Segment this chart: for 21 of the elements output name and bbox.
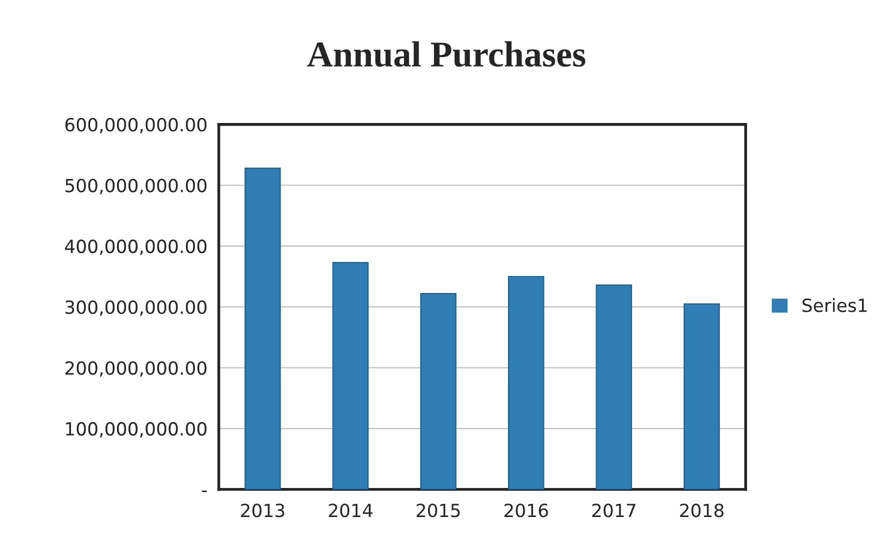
y-tick-label: 100,000,000.00: [66, 422, 206, 438]
x-tick-label: 2016: [504, 504, 548, 518]
bar: [684, 303, 720, 490]
bar: [420, 292, 456, 490]
bar: [596, 284, 632, 490]
bar: [508, 276, 544, 490]
y-tick-label: 200,000,000.00: [65, 361, 206, 377]
x-tick-label: 2013: [241, 504, 284, 518]
y-tick-label: 500,000,000.00: [65, 178, 206, 194]
bar: [244, 168, 281, 490]
x-tick-label: 2015: [416, 504, 460, 518]
y-tick-label: -: [202, 490, 207, 492]
x-tick-label: 2017: [592, 504, 636, 518]
chart-title: Annual Purchases: [307, 41, 586, 67]
y-tick-label: 300,000,000.00: [65, 300, 206, 316]
x-tick-label: 2014: [328, 504, 372, 518]
y-tick-label: 400,000,000.00: [64, 240, 206, 256]
legend-label: Series1: [802, 298, 867, 312]
x-tick-label: 2018: [680, 504, 724, 518]
bar: [332, 262, 369, 490]
y-tick-label: 600,000,000.00: [65, 118, 206, 134]
